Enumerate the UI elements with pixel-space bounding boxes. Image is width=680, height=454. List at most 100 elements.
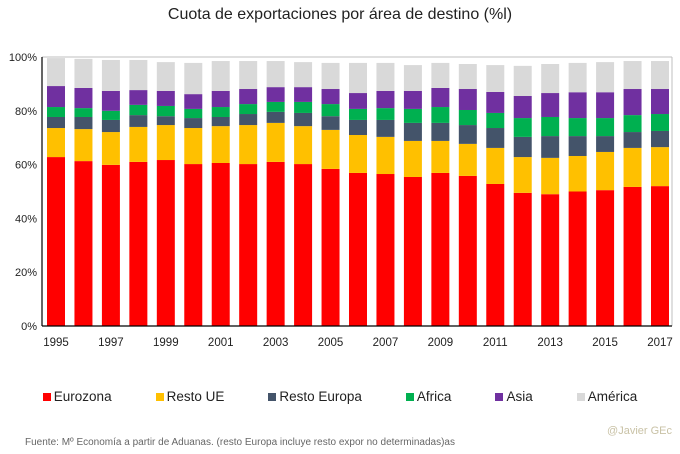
bar-asia-2016: [623, 89, 642, 116]
bar-resto-ue-1998: [129, 126, 148, 162]
bar-américa-2009: [431, 62, 450, 88]
bar-asia-2001: [211, 90, 230, 108]
legend-swatch: [576, 392, 585, 401]
bar-américa-2004: [294, 62, 313, 88]
legend-swatch: [155, 392, 164, 401]
bar-eurozona-2009: [431, 172, 450, 326]
bar-américa-2014: [568, 62, 587, 93]
bar-africa-2003: [266, 101, 285, 112]
legend-swatch: [42, 392, 51, 401]
y-tick-label: 100%: [9, 52, 37, 64]
bar-africa-2008: [403, 108, 422, 123]
bar-africa-1996: [74, 108, 93, 117]
bar-africa-2012: [513, 118, 532, 137]
bar-africa-2014: [568, 118, 587, 137]
bar-eurozona-2015: [596, 190, 615, 326]
bar-eurozona-1995: [47, 157, 65, 326]
bar-asia-2009: [431, 87, 450, 108]
x-tick-label: 2007: [373, 337, 399, 349]
legend: Eurozona Resto UE Resto Europa Africa Asia Am…: [0, 389, 680, 404]
bar-asia-1995: [47, 86, 65, 108]
bar-asia-1997: [101, 90, 120, 111]
legend-swatch: [268, 392, 277, 401]
legend-label: Asia: [506, 389, 533, 404]
bar-resto-ue-2002: [239, 125, 258, 165]
y-tick-label: 60%: [15, 160, 37, 172]
bar-asia-2008: [403, 90, 422, 109]
bar-eurozona-2013: [541, 194, 560, 326]
bar-asia-1999: [156, 90, 175, 106]
bar-resto-europa-2014: [568, 136, 587, 156]
bar-resto-ue-2014: [568, 155, 587, 192]
bar-resto-ue-2007: [376, 136, 395, 175]
x-tick-label: 2001: [208, 337, 234, 349]
bar-africa-1999: [156, 105, 175, 117]
bar-eurozona-2011: [486, 183, 505, 326]
bar-américa-2017: [651, 61, 669, 90]
bar-resto-europa-2001: [211, 116, 230, 127]
bar-eurozona-2005: [321, 168, 340, 326]
legend-label: América: [587, 389, 638, 404]
legend-swatch: [495, 392, 504, 401]
bar-américa-1997: [101, 59, 120, 91]
legend-label: Resto Europa: [279, 389, 362, 404]
bar-resto-ue-2005: [321, 129, 340, 169]
bar-africa-1998: [129, 104, 148, 116]
bar-africa-2015: [596, 118, 615, 137]
bar-resto-europa-1997: [101, 119, 120, 133]
bar-eurozona-2010: [458, 175, 477, 326]
bar-resto-ue-2010: [458, 143, 477, 176]
bar-américa-2006: [349, 62, 367, 94]
legend-label: Eurozona: [53, 389, 112, 404]
bar-africa-1997: [101, 110, 120, 120]
bar-resto-ue-2012: [513, 157, 532, 193]
bar-resto-europa-2006: [349, 119, 367, 136]
bar-américa-1999: [156, 62, 175, 91]
bar-eurozona-2007: [376, 174, 395, 326]
bar-eurozona-1998: [129, 161, 148, 326]
bar-asia-2012: [513, 96, 532, 119]
legend-item-africa: Africa: [405, 389, 452, 404]
bar-eurozona-2012: [513, 192, 532, 326]
bar-asia-2000: [184, 94, 203, 109]
bar-américa-1998: [129, 59, 148, 91]
bar-eurozona-2001: [211, 162, 230, 326]
x-tick-label: 2009: [428, 337, 454, 349]
bar-américa-2010: [458, 63, 477, 90]
legend-label: Africa: [416, 389, 452, 404]
bar-africa-2016: [623, 115, 642, 133]
bar-eurozona-2002: [239, 164, 258, 326]
bar-resto-europa-1996: [74, 116, 93, 130]
bar-américa-2015: [596, 62, 615, 93]
x-tick-label: 2013: [537, 337, 563, 349]
x-tick-label: 1995: [43, 337, 69, 349]
bar-resto-europa-2013: [541, 136, 560, 158]
bar-asia-2007: [376, 90, 395, 109]
legend-item-resto-ue: Resto UE: [155, 389, 224, 404]
bar-resto-ue-2004: [294, 126, 313, 165]
bar-asia-1996: [74, 87, 93, 109]
y-tick-label: 0%: [21, 321, 37, 333]
bar-resto-europa-1998: [129, 115, 148, 127]
source-note: Fuente: Mº Economía a partir de Aduanas.…: [25, 437, 455, 448]
bar-eurozona-2006: [349, 172, 367, 326]
bar-resto-ue-2000: [184, 128, 203, 165]
bar-resto-ue-2017: [651, 147, 669, 187]
bar-africa-2004: [294, 101, 313, 113]
bar-resto-ue-2003: [266, 122, 285, 162]
bar-resto-europa-2017: [651, 130, 669, 148]
bar-américa-2013: [541, 63, 560, 94]
bar-asia-2004: [294, 87, 313, 102]
bar-resto-ue-2008: [403, 140, 422, 177]
bar-resto-europa-1999: [156, 116, 175, 126]
bar-africa-2013: [541, 116, 560, 137]
bar-asia-2005: [321, 89, 340, 105]
legend-item-eurozona: Eurozona: [42, 389, 112, 404]
bar-américa-2016: [623, 61, 642, 90]
x-tick-label: 2005: [318, 337, 344, 349]
author-credit: @Javier GEc: [607, 425, 672, 437]
plot-area: 0% 20% 40% 60% 80% 100% 1995 1997 1999 2001 2003 20…: [9, 52, 673, 349]
chart-title: Cuota de exportaciones por área de desti…: [167, 6, 513, 23]
bar-asia-1998: [129, 90, 148, 105]
